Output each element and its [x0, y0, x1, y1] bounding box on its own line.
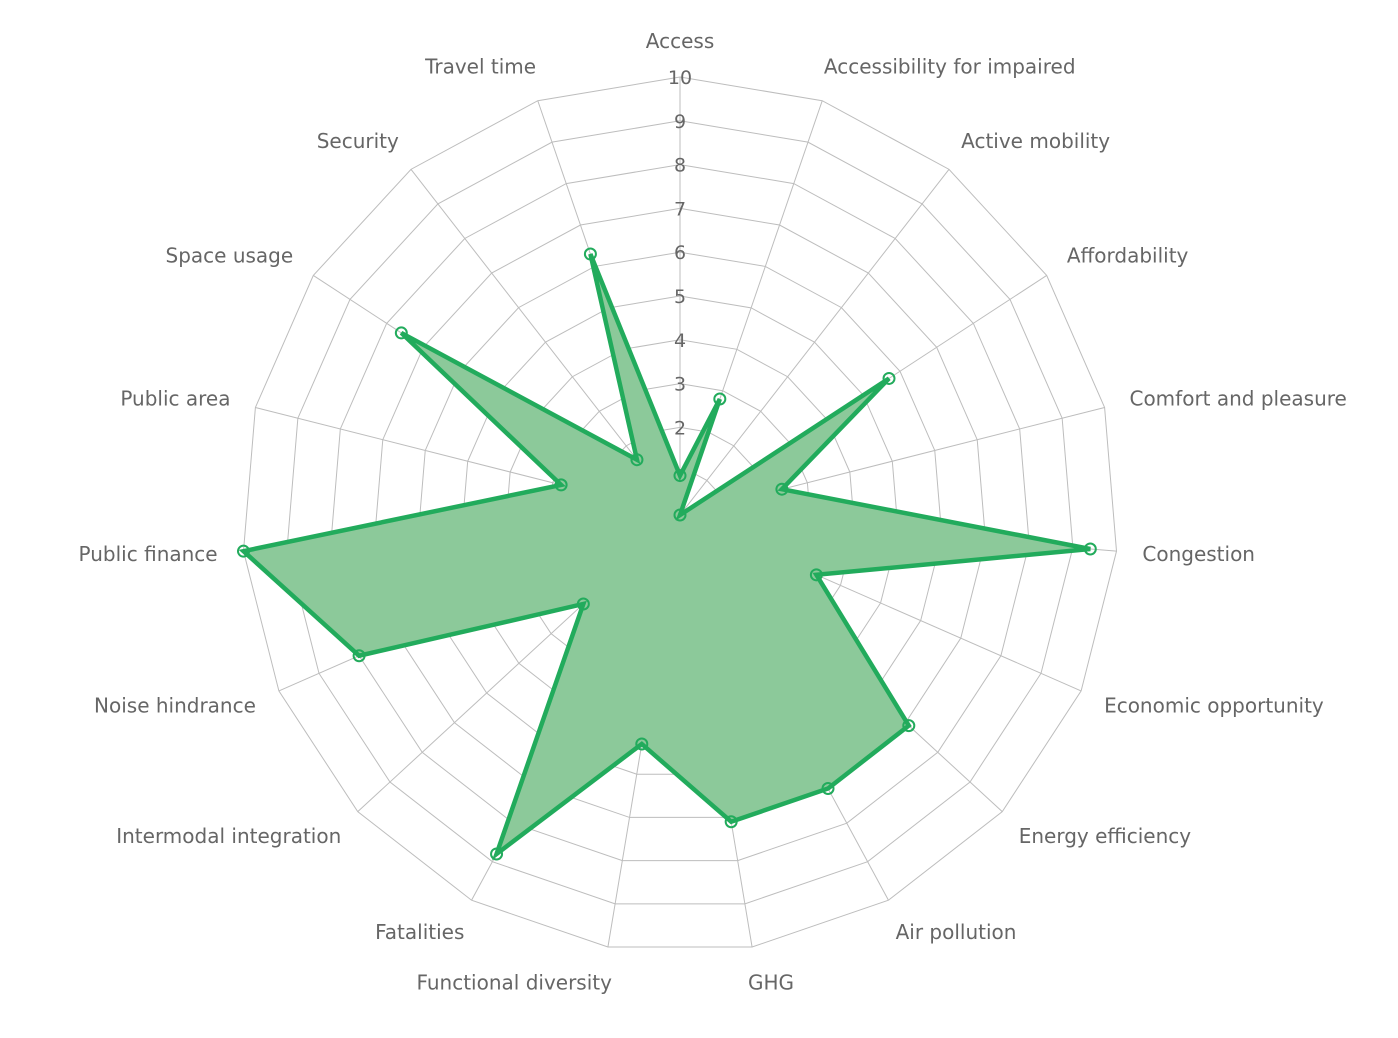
grid-ring — [330, 164, 1030, 862]
tick-label: 10 — [668, 67, 692, 89]
axis-labels: Access Accessibility for impaired Active m… — [79, 29, 1347, 995]
axis-label: Air pollution — [896, 920, 1017, 944]
axis-label: Congestion — [1142, 542, 1255, 566]
grid-ring — [373, 207, 987, 818]
axis-label: Travel time — [424, 55, 536, 79]
grid-ring — [242, 76, 1118, 948]
axis-label: Security — [317, 129, 399, 153]
data-point[interactable] — [902, 719, 916, 733]
data-point[interactable] — [1083, 542, 1097, 556]
axis-label: Access — [646, 29, 714, 53]
tick-label: 3 — [674, 374, 686, 396]
data-point[interactable] — [554, 478, 568, 492]
series — [236, 247, 1097, 861]
tick-label: 7 — [674, 198, 686, 220]
data-point[interactable] — [673, 469, 687, 483]
axis-label: Functional diversity — [416, 971, 612, 995]
axis-label: Active mobility — [961, 129, 1110, 153]
data-point[interactable] — [583, 247, 597, 261]
axis-label: Noise hindrance — [94, 693, 256, 717]
data-point[interactable] — [724, 815, 738, 829]
tick-label: 2 — [674, 417, 686, 439]
axis-label: Intermodal integration — [116, 824, 341, 848]
data-point[interactable] — [713, 392, 727, 406]
axis-label: Space usage — [166, 244, 294, 268]
data-point[interactable] — [673, 508, 687, 522]
grid-ring — [286, 120, 1074, 905]
axis-label: GHG — [748, 971, 794, 995]
axis-label: Comfort and pleasure — [1129, 387, 1346, 411]
data-point[interactable] — [635, 737, 649, 751]
tick-label: 9 — [674, 111, 686, 133]
axis-label: Public area — [120, 387, 230, 411]
series-area — [238, 253, 1091, 861]
data-point[interactable] — [490, 847, 504, 861]
data-point[interactable] — [236, 544, 250, 558]
axis-label: Affordability — [1067, 244, 1189, 268]
tick-labels: 2 3 4 5 6 7 8 9 10 — [668, 67, 692, 439]
data-point[interactable] — [775, 482, 789, 496]
data-point[interactable] — [576, 597, 590, 611]
data-point[interactable] — [394, 326, 408, 340]
axis-label: Public finance — [79, 542, 218, 566]
data-point[interactable] — [882, 371, 896, 385]
axis-label: Fatalities — [375, 920, 464, 944]
data-point[interactable] — [352, 649, 366, 663]
tick-label: 5 — [674, 286, 686, 308]
tick-label: 8 — [674, 155, 686, 177]
tick-label: 6 — [674, 242, 686, 264]
tick-label: 4 — [674, 330, 686, 352]
data-point[interactable] — [630, 453, 644, 467]
axis-label: Accessibility for impaired — [824, 55, 1076, 79]
data-point[interactable] — [821, 781, 835, 795]
data-point[interactable] — [809, 568, 823, 582]
axis-label: Economic opportunity — [1104, 693, 1324, 717]
grid-spoke — [679, 169, 950, 516]
axis-label: Energy efficiency — [1019, 824, 1192, 848]
